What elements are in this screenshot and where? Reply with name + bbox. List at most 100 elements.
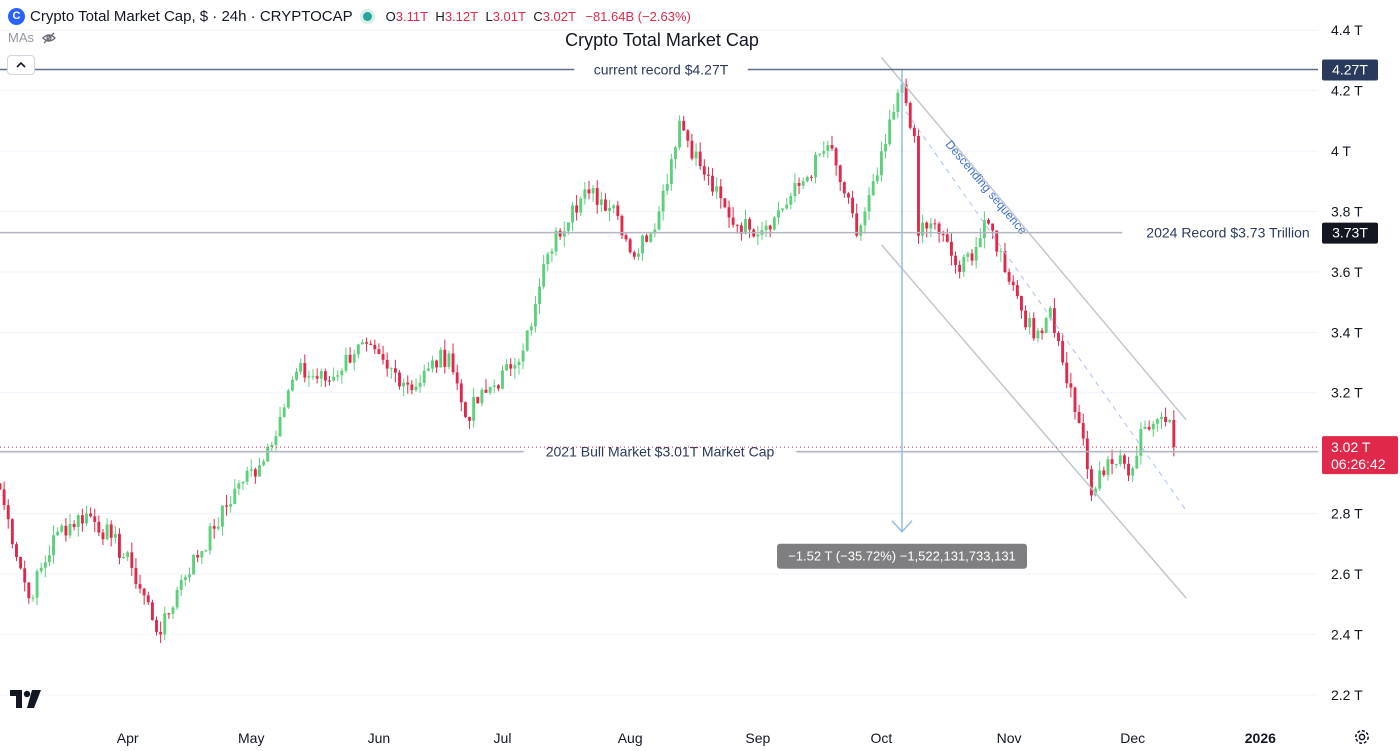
candle-body xyxy=(23,568,27,583)
x-tick-label: Nov xyxy=(997,730,1022,746)
candle-body xyxy=(402,382,406,387)
candle-body xyxy=(422,370,426,383)
candle-body xyxy=(649,233,653,242)
candle-body xyxy=(377,349,381,355)
y-tick-label: 2.8 T xyxy=(1331,506,1363,522)
candle-body xyxy=(258,465,261,477)
x-tick-label: Dec xyxy=(1120,730,1145,746)
candle-body xyxy=(855,213,859,236)
candle-body xyxy=(814,154,817,178)
candle-body xyxy=(220,505,224,527)
candle-body xyxy=(167,613,171,615)
collapse-legend-button[interactable] xyxy=(7,55,35,75)
candle-body xyxy=(476,396,480,404)
price-badge xyxy=(1322,222,1378,244)
candle-body xyxy=(954,255,957,266)
candle-body xyxy=(323,371,327,381)
candle-body xyxy=(797,183,801,186)
candle-body xyxy=(595,188,599,205)
candle-body xyxy=(142,588,146,596)
candle-body xyxy=(463,402,467,417)
candle-body xyxy=(369,343,373,345)
price-axis[interactable]: 2.2 T2.4 T2.6 T2.8 T3 T3.2 T3.4 T3.6 T3.… xyxy=(1322,22,1398,703)
candle-body xyxy=(159,631,163,635)
channel-mid-line xyxy=(905,111,1187,511)
candle-body xyxy=(171,607,175,614)
y-tick-label: 2.6 T xyxy=(1331,566,1363,582)
candle-body xyxy=(669,159,673,184)
candle-body xyxy=(348,354,352,363)
candle-body xyxy=(834,148,838,166)
candle-body xyxy=(60,525,64,532)
candle-body xyxy=(200,551,204,558)
candle-body xyxy=(1147,426,1151,430)
candle-body xyxy=(962,256,966,272)
candle-body xyxy=(270,444,274,447)
candle-body xyxy=(1160,416,1163,420)
candle-body xyxy=(731,217,735,225)
candle-body xyxy=(686,130,690,141)
tradingview-logo-icon[interactable] xyxy=(10,690,41,708)
candle-body xyxy=(303,363,307,378)
candle-body xyxy=(587,189,591,194)
candle-body xyxy=(702,166,706,175)
candle-body xyxy=(674,147,677,160)
candle-body xyxy=(632,252,636,257)
candle-body xyxy=(558,230,562,237)
candle-body xyxy=(1102,470,1106,476)
candle-body xyxy=(315,376,319,379)
candle-body xyxy=(929,223,933,229)
candle-body xyxy=(966,253,970,257)
candle-body xyxy=(822,151,826,154)
candle-body xyxy=(562,231,566,237)
candle-body xyxy=(604,199,607,211)
candle-body xyxy=(253,469,257,477)
settings-gear-icon[interactable] xyxy=(1353,728,1371,746)
candle-body xyxy=(1110,459,1114,465)
candle-body xyxy=(789,195,793,205)
symbol-title[interactable]: Crypto Total Market Cap, $ · 24h · CRYPT… xyxy=(30,7,353,25)
horizontal-line-label-bg xyxy=(1122,223,1334,242)
time-axis[interactable]: Apr May Jun Jul Aug Sep Oct Nov Dec 2026 xyxy=(117,730,1276,746)
horizontal-line-label: current record $4.27T xyxy=(594,61,729,77)
candle-body xyxy=(56,531,60,536)
x-tick-label: Jun xyxy=(368,730,391,746)
candle-body xyxy=(80,515,84,524)
symbol-header: C Crypto Total Market Cap, $ · 24h · CRY… xyxy=(8,5,691,27)
candle-body xyxy=(134,567,138,585)
moving-averages-toggle[interactable]: MAs xyxy=(8,30,56,45)
candle-body xyxy=(505,364,509,371)
candle-body xyxy=(216,526,220,529)
candle-body xyxy=(892,111,896,120)
candle-body xyxy=(393,368,397,373)
horizontal-line-label: 2024 Record $3.73 Trillion xyxy=(1146,225,1309,241)
candle-body xyxy=(884,144,887,152)
candle-body xyxy=(492,385,496,387)
y-tick-label: 2.4 T xyxy=(1331,626,1363,642)
horizontal-line-label-bg xyxy=(574,60,748,79)
candle-body xyxy=(241,481,245,484)
candle-body xyxy=(229,504,233,507)
candle-body xyxy=(105,524,109,540)
candle-body xyxy=(183,577,187,581)
candle-body xyxy=(735,224,739,226)
y-tick-label: 3.6 T xyxy=(1331,264,1363,280)
candle-body xyxy=(344,354,348,371)
candle-body xyxy=(768,225,772,230)
candle-body xyxy=(599,199,603,205)
candle-body xyxy=(933,223,937,225)
candle-body xyxy=(925,222,929,229)
candle-body xyxy=(1098,470,1102,489)
candle-body xyxy=(698,151,702,167)
candle-body xyxy=(245,470,249,482)
candle-body xyxy=(212,526,216,529)
candle-body xyxy=(286,390,290,408)
candle-body xyxy=(554,230,558,252)
horizontal-line-label: 2021 Bull Market $3.01T Market Cap xyxy=(546,444,775,460)
candle-body xyxy=(608,208,612,211)
candle-body xyxy=(1090,469,1093,496)
hide-eye-icon[interactable] xyxy=(42,31,56,45)
market-status-dot-icon xyxy=(362,11,372,21)
candle-body xyxy=(756,234,760,237)
